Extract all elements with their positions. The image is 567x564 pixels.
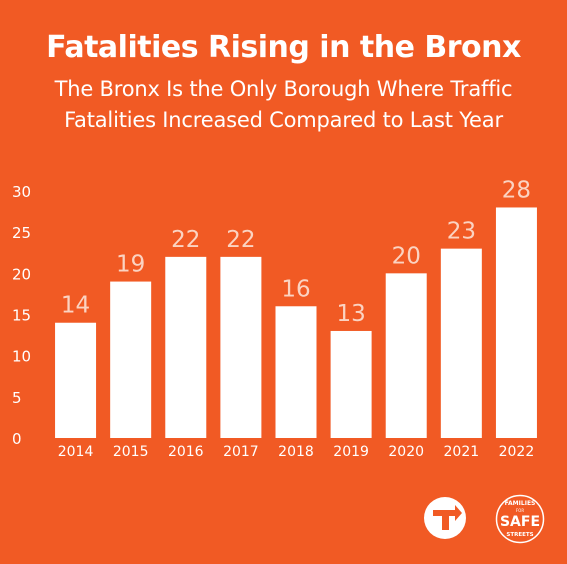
chart-subtitle: The Bronx Is the Only Borough Where Traf… [0,74,567,136]
data-label: 20 [392,243,421,269]
data-label: 22 [171,227,200,253]
bar [165,256,207,438]
y-tick-label: 25 [12,224,31,242]
y-tick-label: 5 [12,389,22,407]
x-tick-label: 2016 [168,444,204,460]
y-tick-label: 20 [12,265,31,283]
families-for-safe-streets-seal: FAMILIES FOR SAFE STREETS [495,494,545,544]
bar-chart: 0 5 10 15 20 25 30 14 2014 19 2015 22 2016 22 2017 16 20… [12,177,537,460]
subtitle-line-1: The Bronx Is the Only Borough Where Traf… [54,77,513,101]
bar [110,281,152,438]
bar [440,248,482,438]
bar [495,207,537,438]
x-tick-label: 2014 [58,444,94,460]
x-tick-label: 2020 [388,444,424,460]
y-tick-label: 0 [12,430,22,448]
seal-text-bottom: STREETS [506,532,533,538]
bar [275,306,317,438]
seal-text-main: SAFE [500,514,540,530]
x-tick-label: 2019 [333,444,369,460]
data-label: 13 [336,301,365,327]
x-tick-label: 2018 [278,444,314,460]
x-tick-label: 2021 [444,444,480,460]
data-label: 28 [502,177,531,203]
x-tick-label: 2022 [499,444,535,460]
bar [55,322,97,438]
y-tick-label: 30 [12,183,31,201]
bar [220,256,262,438]
t-arrow-icon [424,497,466,539]
data-label: 23 [447,219,476,245]
data-label: 22 [226,227,255,253]
bar [385,273,427,438]
data-label: 16 [281,276,310,302]
x-tick-label: 2015 [113,444,149,460]
bar [330,330,372,438]
seal-text-mid: FOR [516,508,524,513]
chart-title: Fatalities Rising in the Bronx [46,30,521,65]
data-label: 19 [116,252,145,278]
seal-text-top: FAMILIES [505,500,536,507]
y-tick-label: 10 [12,348,31,366]
data-label: 14 [61,293,90,319]
subtitle-line-2: Fatalities Increased Compared to Last Ye… [64,108,503,132]
x-tick-label: 2017 [223,444,259,460]
y-tick-label: 15 [12,307,31,325]
